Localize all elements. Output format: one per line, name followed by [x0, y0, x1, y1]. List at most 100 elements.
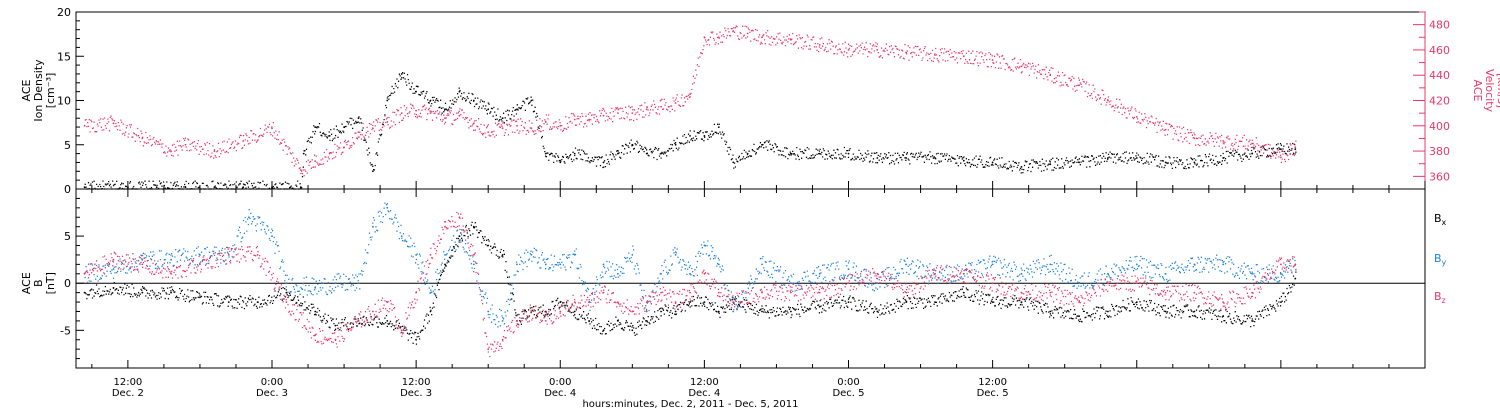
velocity-point [1294, 146, 1297, 149]
velocity-point [617, 112, 619, 114]
bx-point [1280, 301, 1282, 303]
bx-point [386, 320, 389, 322]
velocity-point [588, 118, 590, 121]
bx-point [905, 301, 908, 303]
ion-density-point [299, 186, 302, 189]
legend-entry-y: By [1434, 252, 1447, 267]
velocity-point [703, 36, 706, 39]
ion-density-point [790, 152, 792, 155]
bz-point [501, 338, 504, 341]
bz-point [544, 320, 547, 322]
bz-point [1251, 291, 1253, 294]
ion-density-point [487, 108, 490, 111]
bz-point [170, 272, 173, 275]
by-point [660, 272, 662, 275]
ion-density-point [732, 161, 735, 164]
bx-point [415, 338, 417, 341]
bx-point [1222, 315, 1225, 318]
bx-point [876, 310, 879, 313]
bz-point [991, 282, 994, 285]
by-point [400, 235, 403, 238]
bz-point [1222, 301, 1225, 303]
bz-point [674, 301, 677, 303]
ion-density-point [1078, 161, 1080, 164]
y-tick-label: 10 [57, 95, 71, 108]
bz-point [660, 291, 662, 294]
velocity-scatter [84, 25, 1297, 177]
bottom-panel-frame [75, 188, 1426, 369]
velocity-point [415, 109, 417, 112]
velocity-point [328, 152, 331, 155]
velocity-point [357, 131, 360, 134]
by-point [761, 263, 763, 266]
bx-point [472, 225, 475, 228]
bx-point [559, 301, 562, 303]
bx-point [631, 329, 634, 332]
velocity-point [1107, 99, 1109, 102]
bx-point [227, 301, 230, 303]
ion-density-point [429, 99, 432, 102]
by-point [1193, 263, 1196, 266]
bx-point [501, 254, 504, 256]
velocity-point [458, 114, 461, 117]
by-point [790, 282, 792, 285]
y-tick-label: 0 [64, 183, 71, 196]
bz-point [141, 263, 144, 266]
by-point [112, 268, 115, 270]
ion-density-point [83, 186, 86, 189]
by-point [1164, 272, 1167, 275]
by-scatter [84, 202, 1297, 328]
by-point [386, 206, 389, 209]
by-point [487, 310, 490, 313]
by-point [876, 282, 879, 285]
bz-point [516, 320, 518, 322]
y-tick-label: 0 [64, 277, 71, 290]
bz-point [199, 263, 201, 266]
velocity-point [1020, 65, 1023, 68]
y-tick-label: 15 [57, 50, 71, 63]
bx-point [790, 310, 792, 313]
bx-point [314, 310, 317, 313]
bx-point [141, 291, 144, 294]
ion-density-point [1294, 148, 1297, 151]
by-point [141, 258, 144, 261]
by-point [170, 258, 173, 261]
velocity-point [429, 112, 432, 114]
bz-point [444, 225, 446, 228]
bz-point [1294, 263, 1297, 266]
bz-point [689, 291, 691, 294]
ion-density-point [472, 99, 475, 102]
bx-point [934, 301, 936, 303]
by-point [1251, 272, 1253, 275]
velocity-point [934, 54, 936, 56]
y-axis-label: B [32, 279, 45, 287]
bx-point [573, 310, 576, 313]
velocity-point [400, 112, 403, 114]
velocity-point [962, 55, 965, 58]
velocity-point [1193, 137, 1196, 140]
velocity-point [1049, 74, 1052, 77]
velocity-point [386, 121, 389, 123]
bz-scatter [84, 211, 1297, 358]
ion-density-point [905, 157, 908, 159]
by-point [703, 244, 706, 247]
velocity-point [905, 51, 908, 54]
x-tick-date: Dec. 3 [400, 388, 432, 399]
ion-density-point [444, 108, 446, 111]
bx-point [617, 320, 619, 322]
bz-point [1078, 301, 1080, 303]
bz-point [559, 310, 562, 313]
by-point [248, 216, 250, 219]
velocity-point [83, 124, 86, 127]
ion-density-point [1164, 161, 1167, 164]
velocity-point [530, 127, 533, 130]
by-point [717, 263, 720, 266]
by-point [444, 254, 446, 256]
ion-density-point [530, 99, 533, 102]
velocity-point [631, 112, 634, 114]
velocity-point [1135, 116, 1138, 118]
bx-point [1107, 310, 1109, 313]
x-tick-time: 12:00 [402, 377, 431, 388]
